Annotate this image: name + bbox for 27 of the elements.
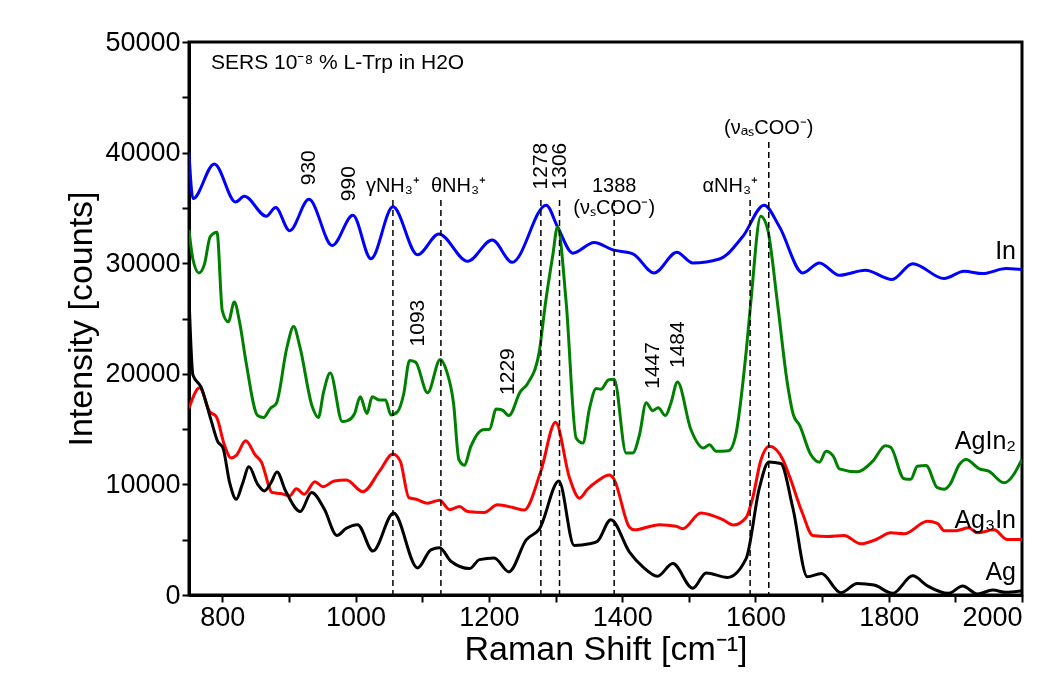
y-tick-label: 10000 xyxy=(105,468,181,499)
series-label: Ag xyxy=(985,556,1016,585)
ref-line-label: θNH₃⁺ xyxy=(430,174,487,196)
annotation: SERS 10⁻⁸ % L-Trp in H2O xyxy=(211,50,465,73)
annotation: 990 xyxy=(335,166,359,202)
y-axis-title: Intensity [counts] xyxy=(61,191,100,447)
y-tick-label: 0 xyxy=(165,579,181,610)
y-tick-label: 30000 xyxy=(105,247,181,278)
series-label: Ag₃In xyxy=(954,505,1016,534)
annotation: 1484 xyxy=(665,320,689,368)
annotation: 1229 xyxy=(495,348,519,395)
annotation: 1093 xyxy=(404,299,428,347)
x-tick-label: 800 xyxy=(200,601,246,632)
series-label: In xyxy=(995,235,1016,264)
y-tick-label: 20000 xyxy=(105,358,181,389)
y-tick-label: 50000 xyxy=(105,26,181,57)
x-tick-label: 1800 xyxy=(859,601,920,632)
ref-line-label: 1388 (νₛCOO⁻) xyxy=(573,174,656,218)
x-tick-label: 2000 xyxy=(962,601,1023,632)
series-label: AgIn₂ xyxy=(954,425,1016,454)
ref-line-label: γNH₃⁺ xyxy=(365,174,420,196)
ref-line-label: (νₐₛCOO⁻) xyxy=(724,116,814,138)
annotation: 930 xyxy=(295,150,319,186)
x-tick-label: 1000 xyxy=(326,601,387,632)
y-tick-label: 40000 xyxy=(105,137,181,168)
ref-line-label: αNH₃⁺ xyxy=(702,174,759,196)
annotation: 1447 xyxy=(640,342,664,389)
